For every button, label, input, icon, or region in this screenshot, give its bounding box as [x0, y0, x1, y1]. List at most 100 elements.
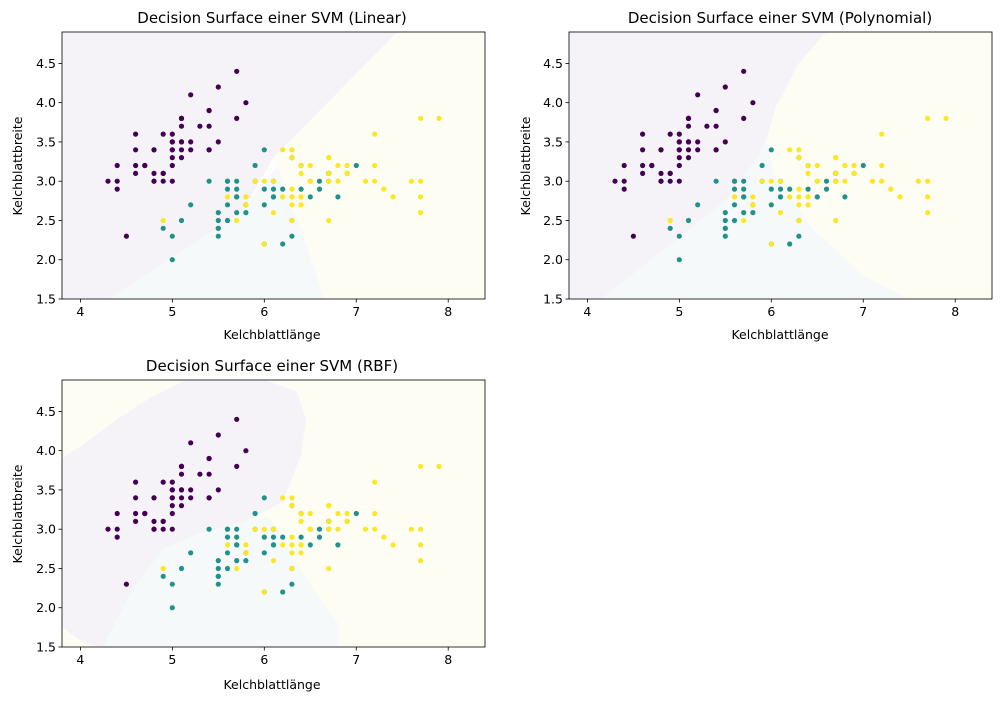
data-point — [612, 178, 618, 184]
data-point — [676, 155, 682, 161]
data-point — [344, 170, 350, 176]
data-point — [759, 162, 765, 169]
data-point — [289, 217, 295, 224]
data-point — [234, 558, 240, 564]
data-point — [178, 471, 185, 477]
data-point — [713, 107, 719, 114]
data-point — [787, 194, 793, 200]
data-point — [316, 526, 323, 532]
data-point — [814, 194, 820, 200]
data-point — [685, 139, 692, 145]
data-point — [888, 186, 894, 192]
data-point — [344, 518, 350, 525]
data-point — [206, 526, 212, 532]
data-point — [289, 186, 295, 192]
data-point — [243, 542, 249, 548]
data-point — [630, 233, 637, 239]
data-point — [252, 178, 258, 184]
data-point — [160, 131, 166, 137]
data-point — [344, 510, 350, 517]
data-point — [372, 479, 378, 485]
x-tick-label: 6 — [260, 652, 268, 667]
data-point — [133, 510, 139, 517]
subplot-rbf: Decision Surface einer SVM (RBF) Kelchbl… — [10, 357, 486, 692]
data-point — [151, 495, 157, 501]
data-point — [869, 178, 876, 184]
data-point — [215, 432, 221, 438]
data-point — [335, 162, 341, 169]
data-point — [234, 463, 240, 469]
data-point — [178, 139, 185, 145]
data-point — [215, 558, 221, 564]
x-tick-label: 5 — [168, 652, 176, 667]
data-point — [160, 573, 166, 579]
x-tick-label: 8 — [444, 652, 452, 667]
y-tick-label: 4.5 — [36, 404, 56, 419]
chart-title: Decision Surface einer SVM (RBF) — [146, 357, 398, 375]
data-point — [722, 84, 728, 90]
y-axis-label: Kelchblattbreite — [518, 116, 533, 215]
data-point — [261, 589, 267, 595]
data-point — [390, 194, 396, 200]
data-point — [270, 526, 277, 532]
data-point — [759, 178, 765, 184]
data-point — [768, 178, 774, 184]
data-point — [261, 534, 267, 540]
data-point — [879, 178, 885, 184]
data-point — [280, 495, 286, 501]
data-point — [649, 162, 655, 169]
data-point — [640, 170, 646, 176]
data-point — [805, 186, 811, 192]
data-point — [224, 186, 231, 192]
x-tick-label: 4 — [76, 652, 84, 667]
data-point — [805, 194, 811, 200]
data-point — [197, 471, 203, 477]
x-tick-label: 6 — [767, 304, 775, 319]
data-point — [169, 257, 175, 263]
data-point — [842, 162, 848, 169]
data-point — [160, 565, 166, 572]
data-point — [206, 455, 212, 462]
data-point — [335, 194, 341, 200]
data-point — [178, 565, 185, 572]
data-point — [133, 131, 139, 137]
data-point — [640, 131, 646, 137]
data-point — [142, 162, 148, 169]
data-point — [658, 170, 664, 176]
data-point — [206, 178, 212, 184]
data-point — [418, 178, 424, 184]
data-point — [685, 115, 692, 121]
data-point — [206, 107, 212, 114]
data-point — [685, 155, 692, 161]
y-tick-label: 1.5 — [36, 292, 56, 307]
data-point — [160, 225, 166, 231]
data-point — [169, 147, 175, 153]
data-point — [224, 565, 231, 572]
data-point — [169, 155, 175, 161]
data-point — [326, 170, 332, 176]
data-point — [289, 542, 295, 548]
data-point — [169, 503, 175, 509]
data-point — [851, 162, 857, 169]
data-point — [270, 178, 277, 184]
data-point — [169, 495, 175, 501]
data-point — [261, 202, 267, 208]
data-point — [750, 202, 756, 208]
data-point — [316, 534, 323, 540]
data-point — [418, 115, 424, 121]
data-point — [280, 186, 286, 192]
data-point — [123, 581, 129, 587]
data-point — [667, 131, 673, 137]
data-point — [925, 178, 931, 184]
data-point — [261, 241, 267, 247]
data-point — [123, 233, 129, 239]
x-tick-label: 7 — [859, 304, 867, 319]
x-tick-label: 7 — [352, 652, 360, 667]
subplot-linear: Decision Surface einer SVM (Linear) Kelc… — [10, 9, 486, 342]
data-point — [372, 178, 378, 184]
data-point — [676, 162, 682, 169]
data-point — [133, 479, 139, 485]
data-point — [178, 115, 185, 121]
data-point — [215, 225, 221, 231]
